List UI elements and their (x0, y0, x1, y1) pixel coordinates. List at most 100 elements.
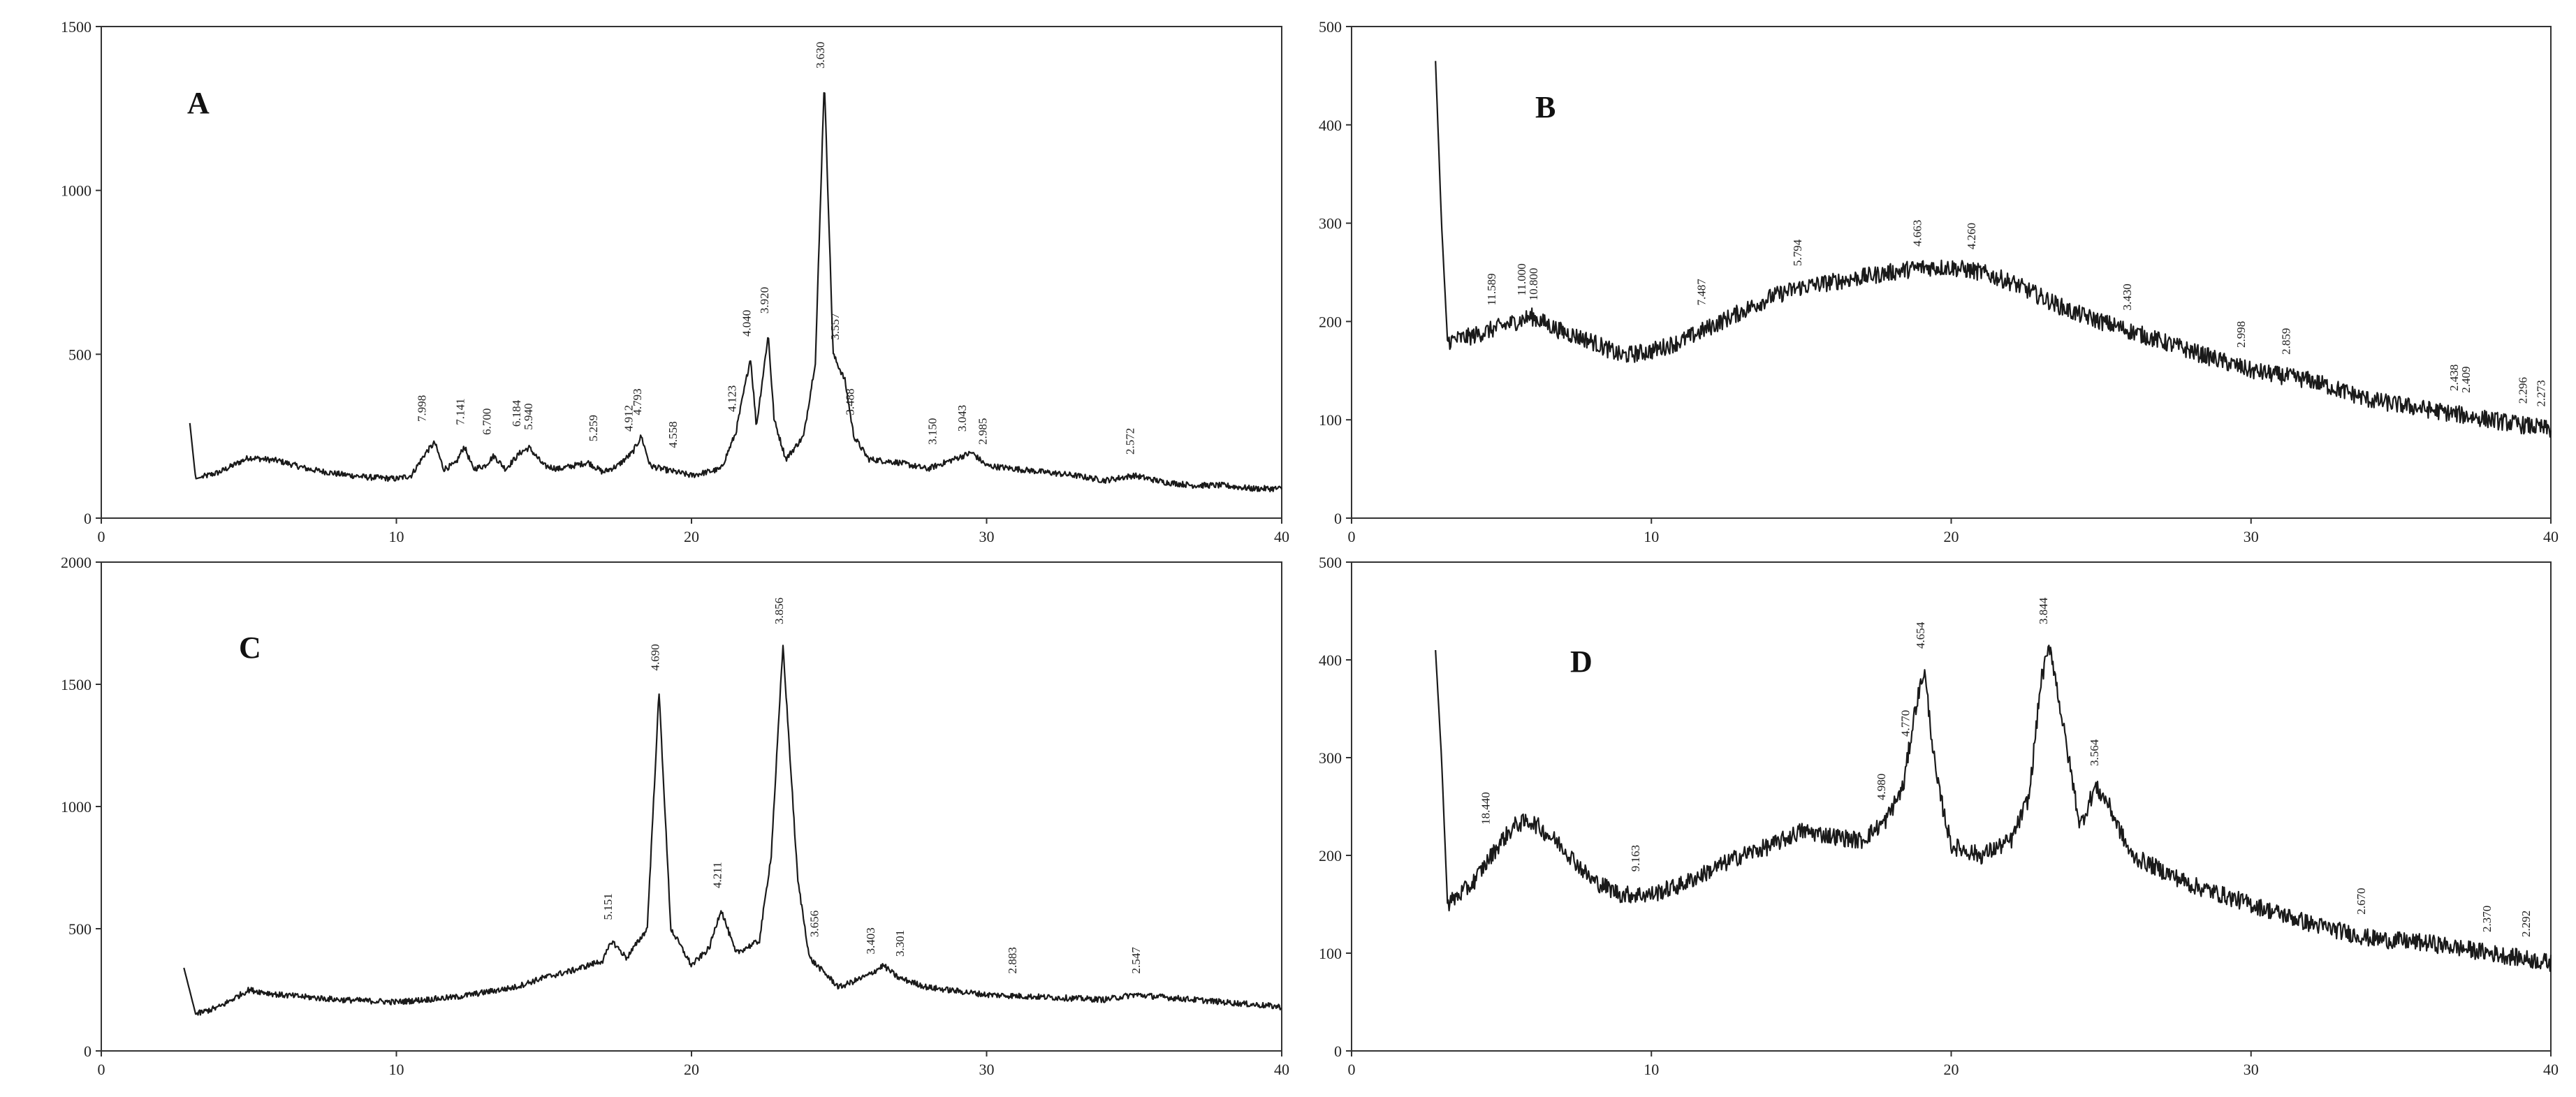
peak-label: 11.589 (1485, 273, 1498, 305)
peak-label: 4.663 (1911, 220, 1924, 246)
peak-label: 2.292 (2519, 911, 2533, 937)
x-tick-label: 0 (1348, 1061, 1356, 1078)
panel-letter: B (1535, 90, 1556, 124)
y-tick-label: 100 (1319, 411, 1342, 429)
plot-frame (101, 26, 1282, 519)
x-tick-label: 20 (684, 1061, 699, 1078)
peak-label: 4.123 (725, 385, 738, 412)
y-tick-label: 500 (68, 920, 92, 938)
y-tick-label: 500 (68, 346, 92, 363)
x-tick-label: 0 (98, 528, 105, 545)
x-tick-label: 10 (389, 528, 404, 545)
y-tick-label: 200 (1319, 847, 1342, 864)
x-tick-label: 40 (1274, 528, 1289, 545)
panel-c: 0 10 20 30 40 0 500 1000 1500 2000 5.151 4.690 4.211… (61, 554, 1289, 1078)
peak-label: 4.690 (649, 644, 662, 670)
x-tick-label: 30 (979, 1061, 995, 1078)
y-tick-label: 0 (1334, 1043, 1342, 1060)
peak-label: 4.770 (1898, 710, 1912, 737)
y-tick-label: 0 (1334, 510, 1342, 527)
diffractogram-line (1435, 645, 2552, 972)
diffractogram-line (189, 91, 1283, 493)
panel-letter: A (187, 86, 210, 120)
peak-label: 4.558 (666, 421, 680, 448)
peak-label: 2.296 (2517, 377, 2530, 404)
y-tick-label: 500 (1319, 18, 1342, 36)
peak-label: 2.438 (2447, 365, 2461, 391)
y-tick-label: 2000 (61, 554, 92, 571)
x-tick-label: 30 (979, 528, 995, 545)
panel-a: 0 10 20 30 40 0 500 1000 1500 7.998 7.141 6.700 6.18… (61, 18, 1289, 545)
peak-label: 4.654 (1914, 621, 1927, 649)
peak-label: 3.564 (2088, 739, 2101, 766)
peak-label: 5.259 (587, 415, 600, 441)
x-tick-label: 30 (2244, 1061, 2259, 1078)
peak-label: 3.301 (893, 930, 907, 957)
peak-label: 2.859 (2280, 328, 2293, 355)
peak-label: 5.940 (522, 404, 535, 430)
peak-label: 3.430 (2121, 284, 2134, 310)
panel-d: 0 10 20 30 40010020030040050018.4409.1634.98… (1319, 554, 2559, 1078)
y-tick-label: 400 (1319, 117, 1342, 134)
peak-label: 3.630 (814, 42, 827, 68)
y-tick-label: 300 (1319, 215, 1342, 233)
peak-label: 2.370 (2480, 906, 2494, 932)
peak-label: 3.844 (2037, 597, 2050, 624)
peak-label: 4.793 (631, 388, 644, 415)
peak-label: 7.487 (1695, 279, 1708, 306)
y-tick-label: 400 (1319, 651, 1342, 669)
peak-label: 6.184 (510, 399, 523, 427)
peak-label: 3.403 (864, 927, 877, 954)
peak-label: 4.912 (622, 405, 636, 432)
panel-letter: C (239, 631, 261, 665)
peak-label: 10.800 (1527, 268, 1540, 301)
peak-label: 6.700 (481, 408, 494, 435)
x-tick-label: 10 (1644, 1061, 1659, 1078)
peak-label: 11.000 (1515, 263, 1528, 295)
y-tick-label: 0 (84, 510, 92, 527)
x-tick-label: 20 (1944, 528, 1959, 545)
peak-label: 4.980 (1875, 774, 1888, 800)
y-tick-label: 200 (1319, 313, 1342, 330)
plot-frame (101, 561, 1282, 1052)
x-tick-label: 20 (684, 528, 699, 545)
peak-label: 3.920 (758, 287, 771, 314)
peak-label: 5.151 (601, 893, 615, 920)
peak-label: 7.141 (454, 398, 467, 425)
peak-label: 9.163 (1629, 845, 1642, 871)
y-tick-label: 500 (1319, 554, 1342, 571)
x-tick-label: 20 (1944, 1061, 1959, 1078)
peak-label: 2.985 (976, 418, 990, 445)
peak-label: 4.260 (1965, 223, 1978, 249)
diffractogram-line (1435, 61, 2552, 438)
peak-label: 2.409 (2459, 367, 2473, 393)
peak-label: 2.572 (1124, 428, 1137, 455)
peak-label: 2.883 (1006, 947, 1019, 973)
x-tick-label: 40 (1274, 1061, 1289, 1078)
x-tick-label: 10 (1644, 528, 1659, 545)
peak-label: 5.794 (1791, 239, 1804, 266)
x-tick-label: 10 (389, 1061, 404, 1078)
y-tick-label: 1000 (61, 182, 92, 200)
panel-letter: D (1570, 645, 1593, 679)
peak-label: 2.547 (1129, 947, 1143, 974)
x-tick-label: 30 (2244, 528, 2259, 545)
peak-label: 3.043 (956, 405, 969, 432)
peak-label: 2.670 (2355, 888, 2368, 915)
plot-frame (1351, 561, 2552, 1052)
peak-label: 18.440 (1479, 792, 1492, 825)
y-tick-label: 1500 (61, 676, 92, 693)
y-tick-label: 300 (1319, 749, 1342, 767)
peak-label: 4.040 (740, 310, 754, 337)
peak-label: 3.150 (926, 418, 939, 445)
x-tick-label: 0 (1348, 528, 1356, 545)
x-tick-label: 40 (2543, 1061, 2559, 1078)
x-tick-label: 40 (2543, 528, 2559, 545)
peak-label: 4.211 (710, 862, 724, 888)
diffractogram-line (183, 645, 1282, 1016)
y-tick-label: 100 (1319, 945, 1342, 962)
peak-label: 3.488 (843, 388, 856, 415)
peak-label: 7.998 (416, 395, 429, 422)
peak-label: 3.557 (828, 313, 842, 340)
